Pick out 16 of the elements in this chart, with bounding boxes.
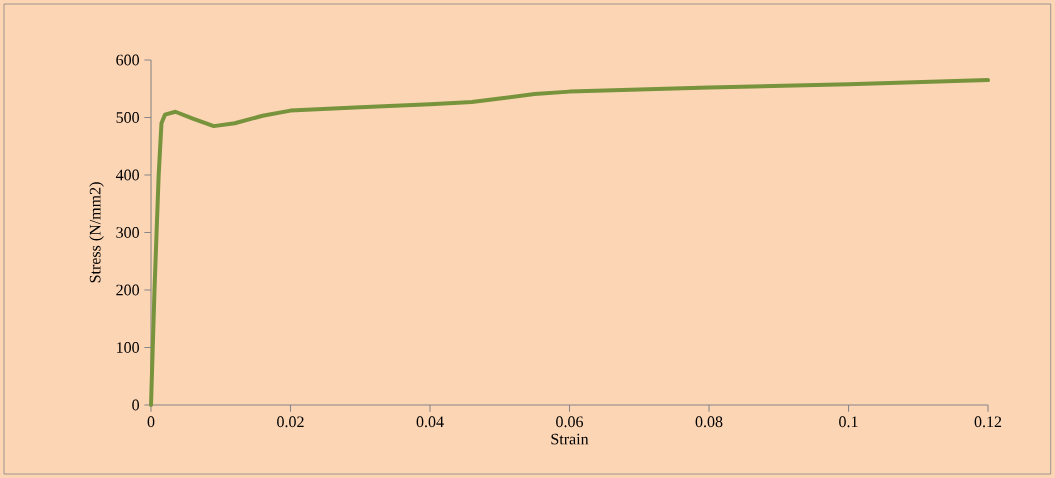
y-tick-label: 200 bbox=[116, 284, 140, 296]
y-axis-title: Stress (N/mm2) bbox=[89, 182, 104, 283]
y-tick-label: 0 bbox=[132, 399, 140, 411]
x-tick-label: 0.06 bbox=[556, 416, 584, 428]
y-tick-label: 300 bbox=[116, 227, 140, 238]
x-axis-title: Strain bbox=[551, 433, 589, 445]
y-tick-label: 500 bbox=[116, 112, 140, 123]
x-tick-label: 0.1 bbox=[839, 416, 858, 428]
x-tick-label: 0.02 bbox=[277, 416, 304, 428]
x-tick-label: 0 bbox=[147, 416, 155, 428]
y-tick-label: 400 bbox=[115, 169, 140, 181]
x-tick-label: 0.08 bbox=[695, 416, 723, 428]
x-tick-label: 0.12 bbox=[974, 416, 1002, 428]
x-tick-label: 0.04 bbox=[416, 416, 444, 428]
y-tick-label: 100 bbox=[117, 342, 140, 353]
y-tick-label: 600 bbox=[116, 54, 140, 66]
